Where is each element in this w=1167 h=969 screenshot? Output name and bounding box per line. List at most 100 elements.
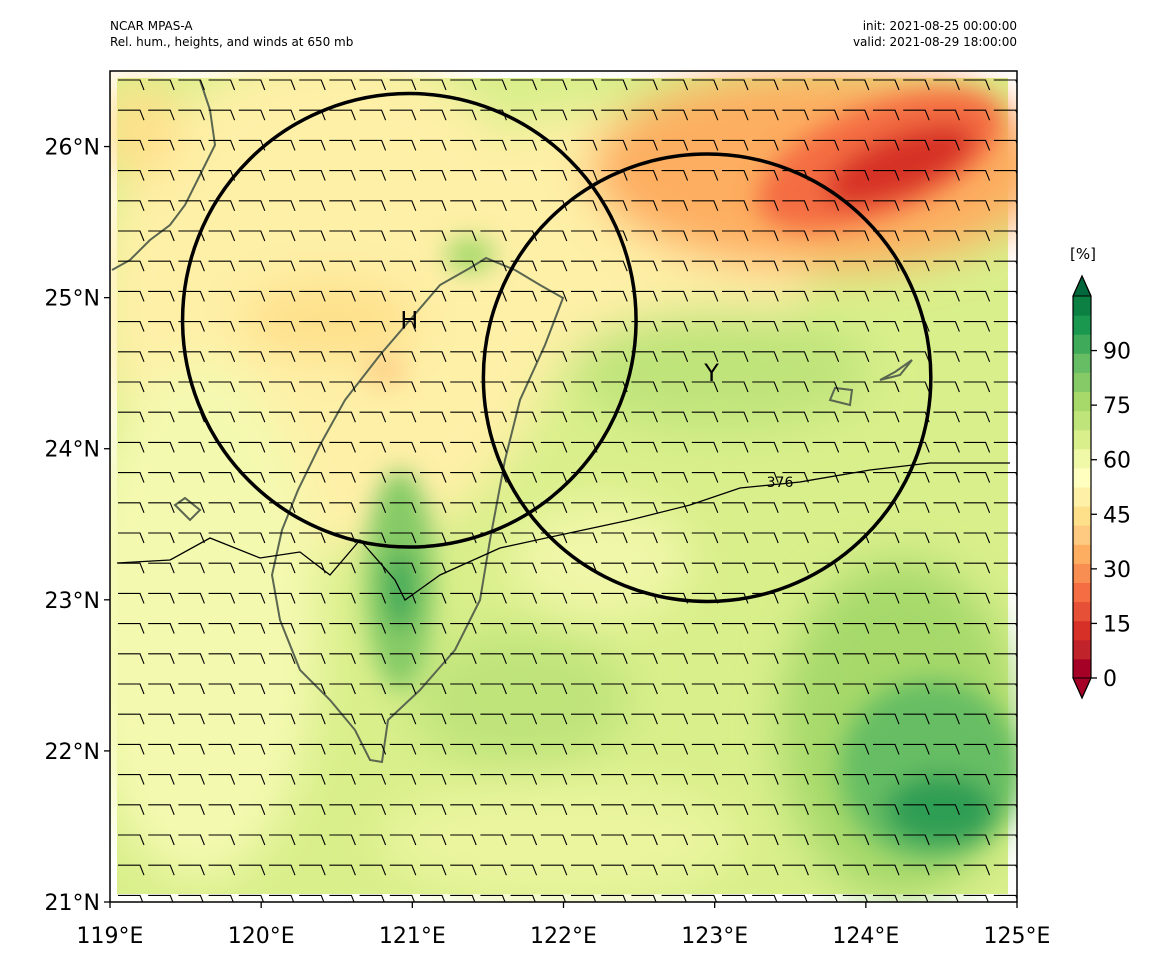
y-tick-label: 26°N [45,136,100,161]
wind-barb [903,230,930,242]
wind-barb [873,683,900,695]
wind-barb [933,804,960,816]
wind-barb [238,381,266,393]
wind-barb [329,411,356,423]
wind-barb [933,834,960,846]
wind-barb [118,864,145,876]
wind-barb [812,804,840,816]
wind-barb [450,351,477,363]
wind-barb [933,351,960,363]
wind-barb [178,743,205,755]
wind-barb [993,411,1017,417]
wind-barb [480,834,507,846]
plot-area [110,71,1017,902]
wind-barb [178,321,205,332]
wind-barb [661,290,689,302]
wind-barb [208,441,236,453]
wind-barb [691,321,719,332]
wind-barb [238,562,266,574]
wind-barb [389,653,417,665]
wind-barb [752,290,779,302]
wind-barb [873,411,900,423]
wind-barb [178,804,205,816]
wind-barb [752,623,779,634]
wind-barb [571,381,598,393]
wind-barb [238,743,266,755]
wind-barb [238,230,266,242]
wind-barb [873,713,900,725]
wind-barb [389,139,417,151]
wind-barb [782,139,809,151]
marker-labels: HY [400,306,719,387]
wind-barb [963,864,991,876]
wind-barb [178,170,205,181]
wind-barb [601,653,628,665]
wind-barb [540,411,568,423]
wind-barb [420,139,447,151]
wind-barb [480,894,506,902]
wind-barb [842,109,870,121]
wind-barb [480,79,507,91]
wind-barb [420,864,447,876]
wind-barb [601,774,628,785]
wind-barb [450,200,477,212]
wind-barb [329,774,356,785]
colorbar-segment [1073,506,1091,526]
colorbar-segment [1073,448,1091,469]
wind-barb [933,260,960,272]
wind-barb [601,834,628,846]
wind-barb [450,381,477,393]
wind-barb [299,290,326,302]
wind-barb [329,683,356,695]
wind-barb [691,713,719,725]
wind-barb [540,743,568,755]
wind-barb [420,834,447,846]
colorbar: 0 15 30 45 60 75 90 [1072,274,1131,700]
wind-barb [903,653,930,665]
wind-barb [480,683,507,695]
wind-barb [903,894,929,902]
wind-barb [812,411,840,423]
wind-barb [269,562,296,574]
wind-barb [933,411,960,423]
wind-barb [540,441,568,453]
wind-barb [208,351,236,363]
wind-barb [873,170,900,181]
wind-barbs [118,79,1017,902]
wind-barb [118,502,145,514]
wind-barb [842,532,870,544]
wind-barb [873,79,900,91]
wind-barb [208,502,236,514]
wind-barb [571,290,598,302]
contour-label-376: 376 [767,475,794,491]
wind-barb [752,562,779,574]
wind-barb [963,743,991,755]
wind-barb [571,804,598,816]
wind-barb [631,139,658,151]
wind-barb [148,894,174,902]
wind-barb [873,592,900,604]
wind-barb [873,623,900,634]
wind-barb [722,743,749,755]
wind-barb [963,653,991,665]
wind-barb [691,894,718,902]
wind-barb [480,230,507,242]
colorbar-segment [1073,582,1091,603]
wind-barb [480,200,507,212]
wind-barb [480,260,507,272]
marker-h: H [400,306,418,334]
wind-barb [571,109,598,121]
wind-barb [691,743,719,755]
wind-barb [420,894,446,902]
wind-barb [993,804,1017,810]
wind-barb [691,230,719,242]
wind-barb [238,170,266,181]
wind-barb [329,79,356,91]
wind-barb [329,351,356,363]
wind-barb [963,79,991,91]
wind-barb [842,441,870,453]
colorbar-segment [1073,467,1091,488]
wind-barb [782,743,809,755]
wind-barb [691,200,719,212]
